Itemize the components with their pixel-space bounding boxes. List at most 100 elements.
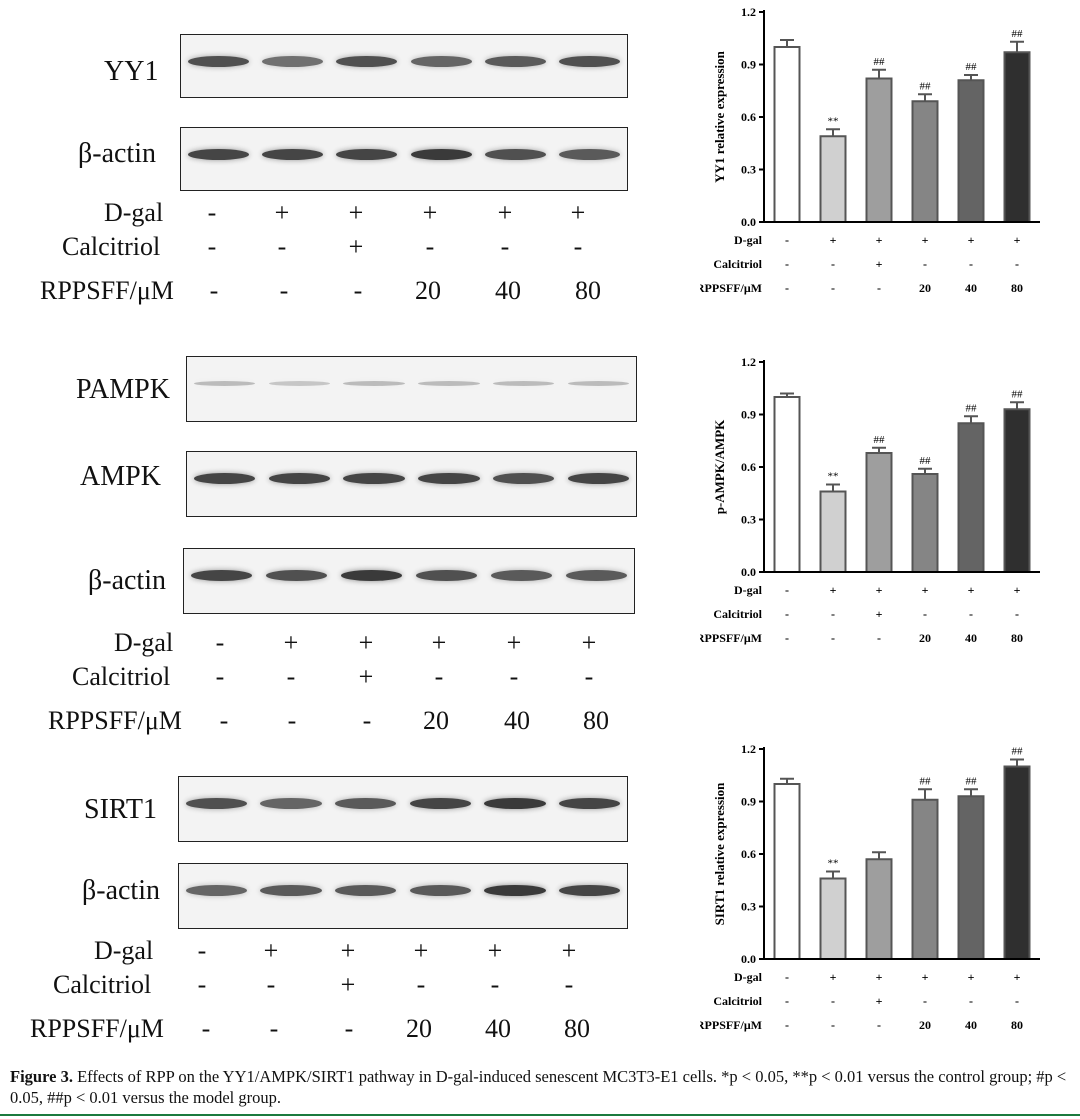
bar	[957, 422, 985, 573]
condition-label-rppsff: RPPSFF/μM	[30, 1014, 164, 1043]
condition-label: RPPSFF/μM	[700, 631, 762, 645]
condition-value: -	[831, 281, 835, 295]
condition-cell: -	[584, 662, 594, 691]
condition-label-rppsff: RPPSFF/μM	[48, 706, 182, 735]
condition-value: -	[969, 257, 973, 271]
condition-value: +	[1014, 970, 1021, 984]
blot-band	[190, 570, 253, 582]
condition-row-calcitriol: Calcitriol - - + - - -	[0, 232, 640, 266]
bar	[957, 79, 985, 223]
condition-cell: -	[215, 662, 225, 691]
condition-value: -	[785, 970, 789, 984]
significance-label: **	[828, 115, 839, 127]
y-tick-label: 1.2	[741, 5, 756, 19]
blot-image-beta-actin	[180, 127, 628, 191]
condition-row-rppsff: RPPSFF/μM - - - 20 40 80	[0, 706, 640, 740]
condition-label: Calcitriol	[713, 994, 762, 1008]
blot-band	[187, 148, 249, 160]
condition-label: RPPSFF/μM	[700, 1018, 762, 1032]
condition-cell: -	[215, 628, 225, 657]
blot-band	[343, 381, 405, 387]
blot-image-beta-actin	[178, 863, 628, 929]
condition-label: RPPSFF/μM	[700, 281, 762, 295]
y-tick-label: 0.0	[741, 565, 756, 579]
significance-label: ##	[966, 61, 978, 73]
condition-value: +	[876, 583, 883, 597]
condition-value: 80	[1011, 631, 1023, 645]
condition-value: +	[830, 583, 837, 597]
condition-value: -	[831, 607, 835, 621]
blot-band	[415, 570, 478, 582]
condition-cell: -	[362, 706, 372, 735]
condition-label-dgal: D-gal	[94, 936, 154, 965]
condition-cell: -	[287, 706, 297, 735]
condition-value: -	[785, 1018, 789, 1032]
condition-value: +	[922, 583, 929, 597]
blot-image-ampk	[186, 451, 637, 517]
condition-cell: 20	[415, 276, 441, 305]
condition-label-dgal: D-gal	[104, 198, 164, 227]
condition-label-calcitriol: Calcitriol	[53, 970, 152, 999]
significance-label: **	[828, 858, 839, 870]
blot-label-sirt1: SIRT1	[84, 794, 157, 825]
blot-panel-yy1: YY1 β-actin D-gal - + + + + + Calcitriol…	[0, 0, 640, 320]
condition-value: -	[923, 607, 927, 621]
condition-value: +	[830, 970, 837, 984]
condition-value: -	[1015, 257, 1019, 271]
significance-label: **	[828, 471, 839, 483]
blot-band	[268, 473, 330, 485]
condition-cell: 20	[423, 706, 449, 735]
bar	[819, 135, 847, 223]
condition-label: D-gal	[734, 233, 763, 247]
bar	[865, 858, 893, 960]
condition-value: +	[876, 607, 883, 621]
blot-band	[343, 473, 405, 485]
condition-cell: +	[263, 936, 279, 965]
condition-value: -	[831, 1018, 835, 1032]
condition-row-calcitriol: Calcitriol - - + - - -	[0, 970, 640, 1004]
blot-image-pampk	[186, 356, 637, 422]
y-tick-label: 1.2	[741, 355, 756, 369]
blot-band	[559, 55, 621, 67]
condition-value: +	[922, 233, 929, 247]
condition-cell: -	[564, 970, 574, 999]
condition-value: +	[1014, 583, 1021, 597]
bar	[911, 798, 939, 960]
bar	[819, 490, 847, 573]
condition-cell: -	[219, 706, 229, 735]
bar	[957, 795, 985, 960]
condition-cell: -	[197, 970, 207, 999]
blot-label-pampk: PAMPK	[76, 374, 170, 405]
condition-value: +	[830, 233, 837, 247]
condition-value: -	[785, 607, 789, 621]
condition-cell: +	[358, 628, 374, 657]
condition-label-calcitriol: Calcitriol	[72, 662, 171, 691]
significance-label: ##	[1012, 746, 1024, 758]
blot-band	[484, 798, 546, 810]
condition-cell: -	[500, 232, 510, 261]
significance-label: ##	[874, 56, 886, 68]
y-tick-label: 0.0	[741, 215, 756, 229]
condition-row-dgal: D-gal - + + + + +	[0, 936, 640, 970]
condition-cell: +	[487, 936, 503, 965]
bar	[773, 783, 801, 960]
condition-cell: -	[353, 276, 363, 305]
condition-label: D-gal	[734, 970, 763, 984]
condition-cell: +	[358, 662, 374, 691]
condition-label: Calcitriol	[713, 607, 762, 621]
condition-value: 20	[919, 281, 931, 295]
condition-value: 40	[965, 1018, 977, 1032]
blot-band	[185, 885, 247, 897]
condition-value: 40	[965, 631, 977, 645]
figure-caption: Figure 3. Effects of RPP on the YY1/AMPK…	[10, 1066, 1072, 1108]
condition-value: -	[785, 257, 789, 271]
condition-value: -	[785, 994, 789, 1008]
caption-text: Effects of RPP on the YY1/AMPK/SIRT1 pat…	[10, 1067, 1067, 1107]
condition-cell: +	[561, 936, 577, 965]
y-tick-label: 0.6	[741, 110, 756, 124]
bar-chart-svg: SIRT1 relative expression ** ## ## ## 0.0 0.3 0…	[700, 742, 1040, 1032]
condition-value: -	[877, 1018, 881, 1032]
blot-label-yy1: YY1	[104, 56, 159, 87]
blot-label-beta-actin: β-actin	[88, 565, 166, 596]
blot-label-beta-actin: β-actin	[78, 138, 156, 169]
